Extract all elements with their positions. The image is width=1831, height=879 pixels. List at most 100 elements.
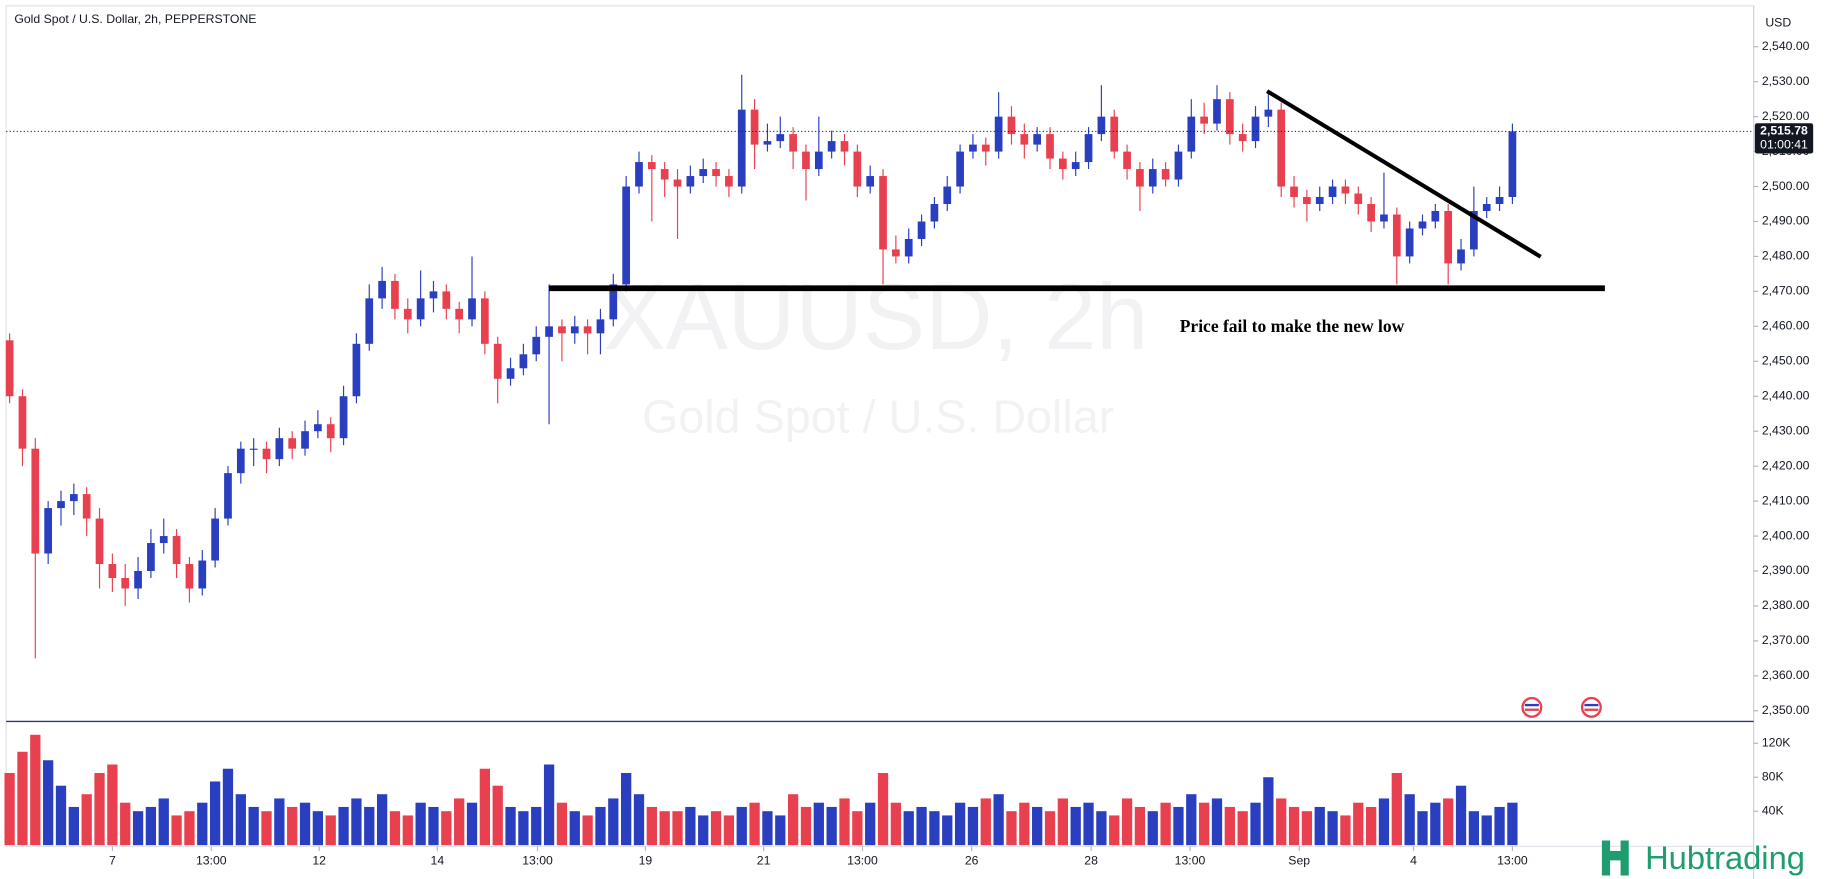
volume-bar — [1494, 806, 1505, 846]
x-tick-label: 19 — [639, 854, 653, 868]
candle-body — [1392, 214, 1401, 257]
candle-body — [737, 109, 746, 187]
volume-bar — [813, 802, 824, 846]
volume-bar — [184, 811, 195, 846]
candle-body — [82, 494, 91, 519]
candle-body — [1187, 116, 1196, 152]
candle-body — [159, 536, 168, 544]
volume-bar — [633, 794, 645, 846]
countdown: 01:00:41 — [1760, 138, 1808, 152]
volume-bar — [954, 802, 966, 846]
event-icons — [1521, 696, 1602, 718]
candle-body — [1213, 99, 1221, 124]
volume-bar — [428, 806, 439, 846]
candle-body — [493, 343, 502, 379]
volume-bar — [4, 772, 15, 846]
candle-body — [1457, 249, 1465, 264]
y-tick-label: 2,420.00 — [1762, 458, 1810, 472]
candle-body — [1315, 197, 1324, 205]
volume-bar — [1134, 806, 1146, 846]
x-tick-label: 7 — [109, 854, 116, 868]
candle-body — [288, 438, 297, 449]
candle-body — [1084, 134, 1093, 163]
volume-bar — [826, 806, 837, 846]
candle-body — [1110, 116, 1119, 152]
volume-bar — [1314, 806, 1325, 846]
volume-bar — [1301, 811, 1313, 846]
volume-bar — [685, 806, 696, 846]
volume-bar — [672, 811, 683, 846]
volume-bar — [171, 815, 182, 846]
volume-bar — [1263, 777, 1274, 846]
x-tick-label: Sep — [1288, 854, 1310, 868]
volume-bar — [646, 806, 657, 846]
y-tick-label: 2,480.00 — [1762, 249, 1810, 263]
volume-bar — [454, 798, 465, 846]
event-icon[interactable] — [1580, 696, 1602, 718]
volume-bar — [415, 802, 426, 846]
candle-body — [69, 494, 78, 502]
candle-body — [1431, 211, 1440, 222]
candle-body — [224, 473, 232, 519]
volume-bar — [621, 772, 632, 846]
candle-body — [1508, 131, 1517, 198]
candle-body — [917, 221, 926, 239]
y-tick-label: 2,400.00 — [1762, 528, 1810, 542]
x-tick-label: 13:00 — [847, 854, 878, 868]
candle-body — [943, 186, 952, 205]
volume-bar — [1083, 802, 1094, 846]
volume-bar — [132, 811, 144, 846]
candle-body — [1341, 186, 1350, 194]
candle-body — [1470, 211, 1478, 250]
last-price-label: 2,515.78 — [1760, 124, 1808, 138]
volume-bar — [531, 806, 542, 846]
candle-body — [121, 577, 130, 589]
volume-bar — [993, 794, 1004, 846]
candle-body — [1482, 204, 1491, 212]
volume-bar — [659, 811, 670, 846]
volume-bar — [1173, 806, 1184, 846]
event-icon[interactable] — [1521, 696, 1543, 718]
candle-body — [172, 536, 181, 565]
candle-body — [532, 336, 541, 355]
candle-body — [802, 151, 810, 170]
volume-bar — [1378, 798, 1390, 846]
candle-body — [583, 326, 592, 334]
candle-body — [18, 396, 27, 449]
volume-bar — [890, 802, 902, 846]
candle-body — [429, 291, 438, 299]
volume-bar — [1096, 811, 1107, 846]
volume-bar — [916, 806, 927, 846]
volume-bar — [1160, 802, 1171, 846]
volume-bar — [261, 811, 272, 846]
annotation-text: Price fail to make the new low — [1180, 316, 1405, 336]
candle-body — [686, 176, 695, 187]
volume-bar — [1237, 811, 1248, 846]
candle-body — [31, 448, 40, 554]
logo: Hubtrading — [1601, 839, 1805, 876]
volume-bar — [967, 806, 979, 846]
volume-bar — [608, 798, 619, 846]
candle-body — [5, 340, 14, 397]
candle-body — [622, 186, 630, 285]
y-tick-label: 2,540.00 — [1762, 39, 1810, 53]
y-tick-label: 2,450.00 — [1762, 354, 1810, 368]
candle-body — [1290, 186, 1298, 198]
volume-bar — [120, 802, 131, 846]
volume-bar — [569, 811, 580, 846]
candle-body — [1405, 228, 1414, 257]
x-tick-label: 28 — [1084, 854, 1098, 868]
volume-bar — [556, 802, 568, 846]
candle-body — [1303, 197, 1311, 205]
volume-bar — [929, 811, 940, 846]
volume-bar — [1327, 811, 1338, 846]
candle-body — [1328, 186, 1337, 198]
candle-body — [853, 151, 862, 187]
volume-bar — [762, 811, 773, 846]
x-tick-label: 4 — [1410, 854, 1417, 868]
volume-bar — [1455, 785, 1467, 846]
volume-bar — [787, 794, 799, 846]
volume-bar — [1288, 806, 1300, 846]
candle-body — [866, 176, 875, 187]
